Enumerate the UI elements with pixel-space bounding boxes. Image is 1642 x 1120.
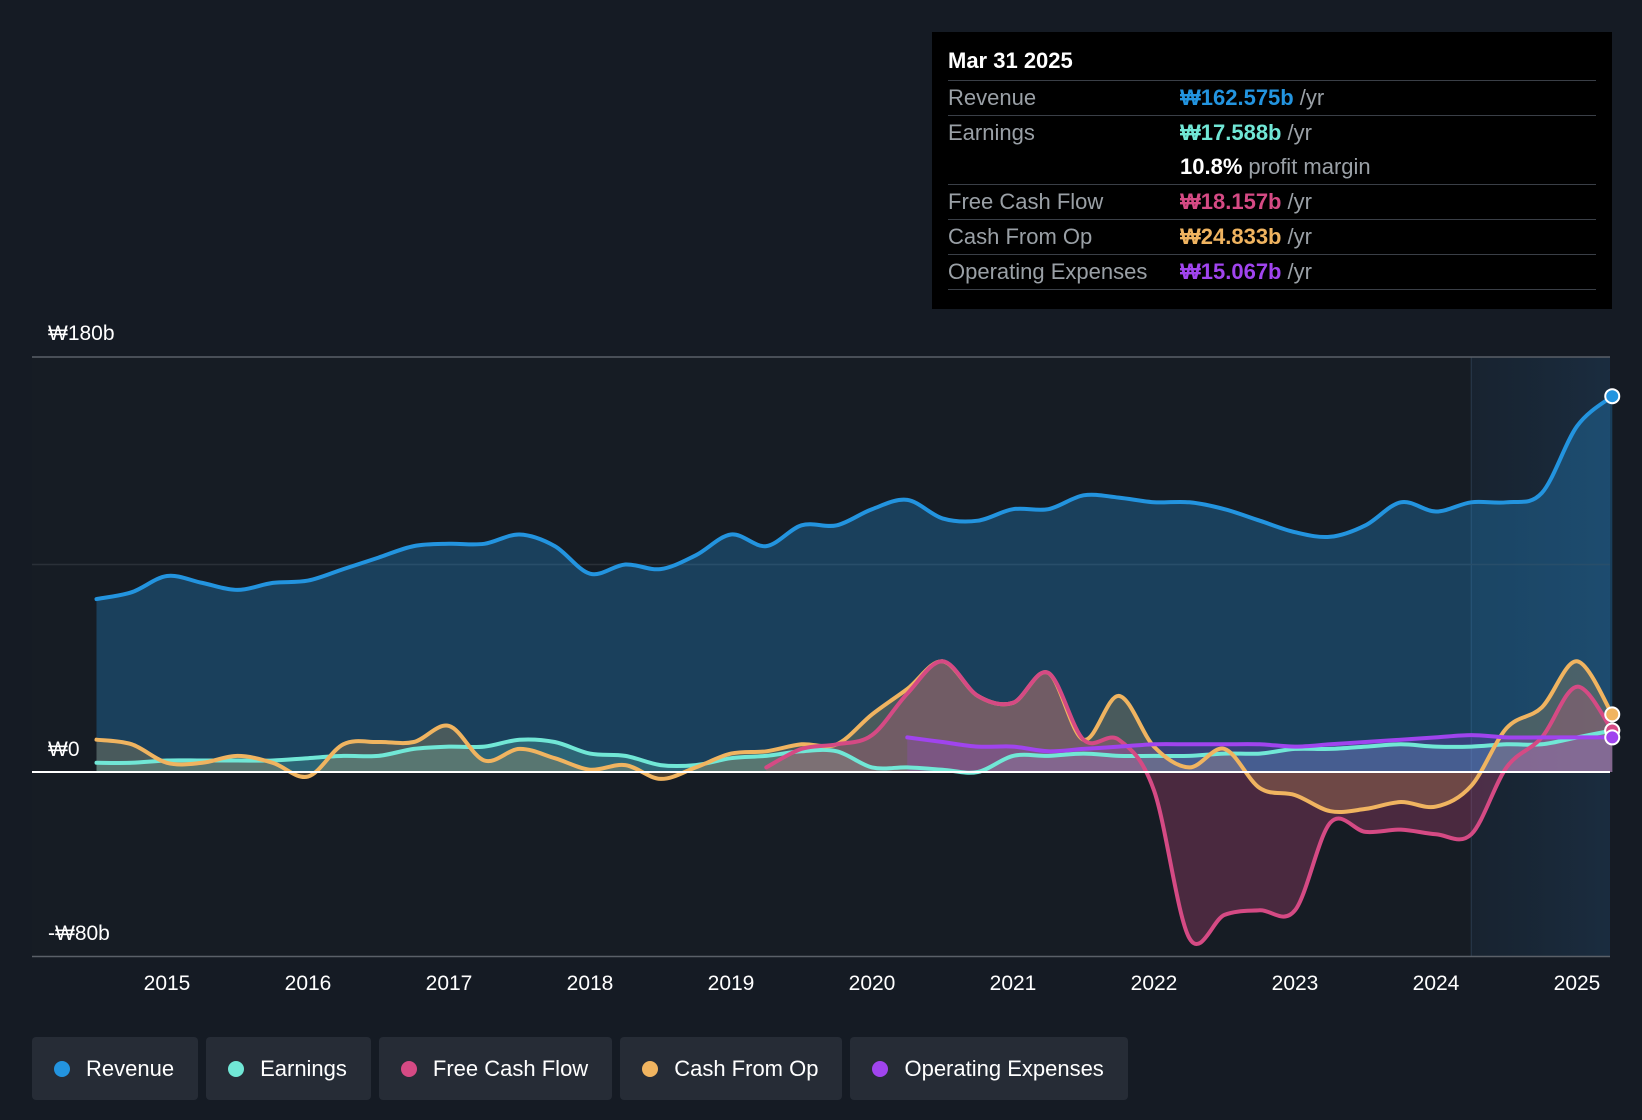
revenue-end-marker	[1604, 388, 1621, 405]
tooltip-value: ₩18.157b	[1180, 189, 1282, 214]
legend-item-cash-from-op[interactable]: Cash From Op	[620, 1037, 843, 1100]
tooltip-row-free-cash-flow: Free Cash Flow ₩18.157b /yr	[948, 185, 1596, 220]
revenue-dot-icon	[54, 1060, 70, 1077]
x-tick-label: 2017	[426, 972, 473, 995]
tooltip-label: Earnings	[948, 120, 1035, 145]
x-tick-label: 2015	[144, 972, 191, 995]
legend-label: Operating Expenses	[904, 1055, 1104, 1081]
tooltip-date: Mar 31 2025	[948, 46, 1596, 81]
tooltip-value: ₩162.575b	[1180, 85, 1294, 110]
free-cash-flow-dot-icon	[400, 1060, 417, 1077]
tooltip-unit: /yr	[1299, 85, 1325, 110]
tooltip-unit: /yr	[1287, 189, 1312, 214]
y-tick-label: -₩80b	[48, 922, 110, 945]
earnings-line	[94, 728, 1615, 775]
earnings-dot-icon	[228, 1060, 245, 1077]
operating-expenses-line	[905, 733, 1615, 754]
free-cash-flow-line	[764, 659, 1615, 947]
tooltip-label: Cash From Op	[948, 224, 1093, 249]
profit-margin-label: profit margin	[1248, 154, 1371, 179]
operating-expenses-dot-icon	[872, 1060, 889, 1077]
free-cash-flow-area	[766, 661, 1613, 945]
cash-from-op-area	[96, 661, 1613, 813]
legend-item-operating-expenses[interactable]: Operating Expenses	[850, 1037, 1128, 1100]
tooltip-row-revenue: Revenue ₩162.575b /yr	[948, 81, 1596, 116]
x-tick-label: 2016	[285, 972, 332, 995]
cash-from-op-end-marker	[1604, 706, 1621, 723]
operating-expenses-end-marker	[1604, 729, 1621, 746]
x-tick-label: 2020	[849, 972, 896, 995]
y-tick-label: ₩0	[48, 738, 80, 761]
x-tick-label: 2022	[1131, 972, 1178, 995]
tooltip-row-earnings: Earnings ₩17.588b /yr	[948, 116, 1596, 150]
cash-from-op-line	[94, 659, 1615, 815]
tooltip-row-cash-from-op: Cash From Op ₩24.833b /yr	[948, 220, 1596, 255]
x-tick-label: 2024	[1413, 972, 1460, 995]
legend-label: Earnings	[260, 1055, 347, 1081]
x-tick-label: 2023	[1272, 972, 1319, 995]
tooltip-unit: /yr	[1287, 224, 1312, 249]
x-tick-label: 2018	[567, 972, 614, 995]
tooltip-label-spacer	[948, 150, 1180, 184]
legend: Revenue Earnings Free Cash Flow Cash Fro…	[32, 1037, 1128, 1100]
earnings-area	[96, 730, 1613, 773]
legend-label: Free Cash Flow	[432, 1055, 589, 1081]
plot-background	[32, 357, 1610, 957]
revenue-area	[96, 396, 1613, 772]
tooltip-label: Revenue	[948, 85, 1037, 110]
legend-item-free-cash-flow[interactable]: Free Cash Flow	[378, 1037, 613, 1100]
y-tick-label: ₩180b	[48, 322, 115, 345]
legend-item-revenue[interactable]: Revenue	[32, 1037, 199, 1100]
tooltip-label: Free Cash Flow	[948, 189, 1104, 214]
tooltip-unit: /yr	[1287, 259, 1312, 284]
legend-label: Cash From Op	[674, 1055, 819, 1081]
x-tick-label: 2019	[708, 972, 755, 995]
tooltip-value: ₩24.833b	[1180, 224, 1282, 249]
revenue-line	[94, 394, 1615, 602]
tooltip-row-margin: 10.8% profit margin	[948, 150, 1596, 185]
x-tick-label: 2021	[990, 972, 1037, 995]
tooltip-label: Operating Expenses	[948, 259, 1148, 284]
legend-label: Revenue	[86, 1055, 175, 1081]
x-tick-label: 2025	[1554, 972, 1601, 995]
profit-margin-value: 10.8%	[1180, 154, 1243, 179]
cash-from-op-dot-icon	[642, 1060, 659, 1077]
tooltip-value: ₩17.588b	[1180, 120, 1282, 145]
highlight-region	[1471, 357, 1610, 957]
legend-item-earnings[interactable]: Earnings	[206, 1037, 371, 1100]
tooltip: Mar 31 2025 Revenue ₩162.575b /yr Earnin…	[932, 32, 1612, 309]
tooltip-value: ₩15.067b	[1180, 259, 1282, 284]
tooltip-unit: /yr	[1287, 120, 1312, 145]
tooltip-row-operating-expenses: Operating Expenses ₩15.067b /yr	[948, 255, 1596, 290]
